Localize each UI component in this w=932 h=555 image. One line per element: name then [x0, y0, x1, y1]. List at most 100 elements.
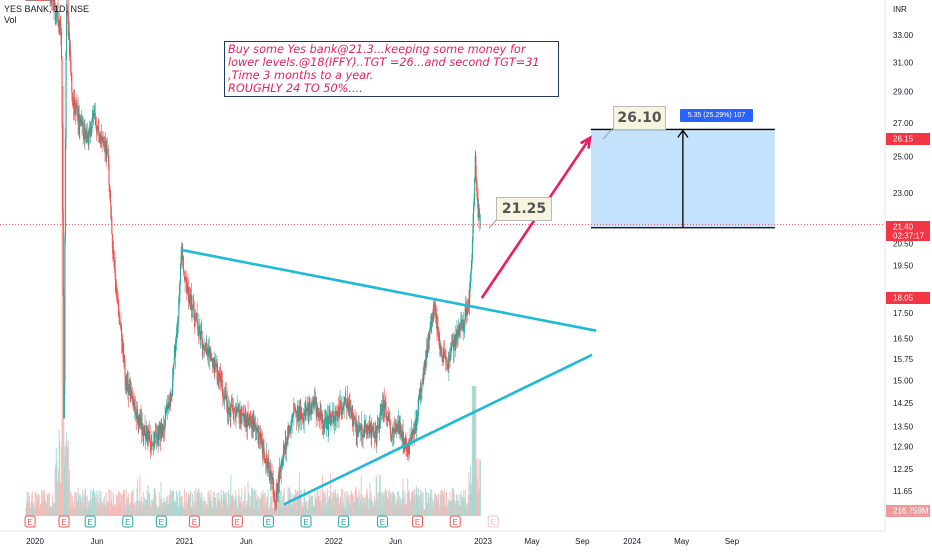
volume-bar — [284, 504, 286, 516]
target-price-tag[interactable]: 26.15 — [886, 133, 930, 145]
candle — [357, 434, 359, 437]
candle — [146, 428, 148, 441]
candle — [466, 304, 468, 316]
alt-price-tag[interactable]: 18.05 — [886, 292, 930, 304]
earnings-marker[interactable]: E — [449, 515, 461, 528]
volume-bar — [174, 502, 176, 516]
candle — [387, 418, 389, 420]
earnings-marker[interactable]: E — [412, 515, 424, 528]
volume-bar — [126, 503, 128, 516]
candle — [337, 406, 339, 417]
volume-bar — [229, 503, 231, 516]
volume-bar — [283, 488, 285, 516]
candle — [198, 325, 200, 332]
candle — [128, 384, 130, 395]
candle — [392, 428, 394, 434]
earnings-marker[interactable]: E — [188, 515, 200, 528]
candle — [81, 122, 83, 126]
candle — [130, 389, 132, 395]
volume-bar — [114, 503, 116, 516]
volume-bar — [53, 503, 55, 516]
candle — [66, 4, 68, 52]
volume-bar — [180, 506, 182, 516]
volume-bar — [416, 488, 418, 516]
entry-price-callout[interactable]: 21.25 — [496, 197, 552, 221]
candle — [430, 325, 432, 328]
candle — [466, 310, 468, 316]
volume-bar — [389, 493, 392, 516]
volume-bar — [427, 503, 429, 516]
x-tick-label: Jun — [389, 537, 402, 546]
candle — [98, 129, 100, 135]
candle — [153, 443, 155, 445]
chart-title[interactable]: YES BANK, 1D, NSE — [4, 4, 90, 14]
candle — [238, 409, 240, 413]
volume-bar — [253, 508, 255, 516]
volume-bar — [371, 498, 373, 516]
volume-bar — [268, 508, 270, 516]
lower-trendline[interactable] — [283, 353, 593, 506]
candle — [277, 475, 279, 491]
candle — [346, 407, 348, 408]
volume-bar — [336, 494, 338, 516]
earnings-marker[interactable]: E — [24, 515, 36, 528]
volume-bar — [44, 501, 47, 516]
earnings-marker[interactable]: E — [262, 515, 274, 528]
earnings-marker[interactable]: E — [376, 515, 388, 528]
volume-bar — [332, 495, 334, 516]
price-range-label[interactable]: 5.35 (25.29%) 107 — [680, 109, 753, 122]
candle — [137, 409, 139, 424]
candle — [169, 403, 171, 409]
volume-indicator-label[interactable]: Vol — [4, 15, 17, 25]
target-price-callout[interactable]: 26.10 — [613, 106, 666, 130]
volume-bar — [46, 494, 48, 516]
candle — [392, 428, 394, 433]
earnings-marker[interactable]: E — [58, 515, 70, 528]
candle — [258, 435, 260, 440]
earnings-marker[interactable]: E — [300, 515, 312, 528]
candle — [267, 459, 269, 470]
trade-note[interactable]: Buy some Yes bank@21.3...keeping some mo… — [224, 41, 559, 97]
volume-bar — [213, 497, 215, 516]
upper-trendline[interactable] — [181, 248, 597, 332]
earnings-marker[interactable]: E — [231, 515, 243, 528]
candle — [307, 407, 309, 409]
volume-bar — [211, 507, 213, 516]
candle — [102, 139, 104, 142]
volume-bar — [381, 491, 383, 516]
measure-arrow-head — [677, 129, 689, 138]
earnings-marker[interactable]: E — [487, 515, 499, 528]
earnings-marker[interactable]: E — [338, 515, 350, 528]
candle — [39, 0, 41, 1]
candle — [398, 420, 400, 434]
volume-bar — [172, 490, 174, 516]
candle — [185, 276, 187, 282]
candle — [443, 352, 445, 353]
candle — [56, 11, 58, 13]
volume-bar — [78, 496, 80, 516]
volume-bar — [167, 504, 169, 516]
candle — [166, 407, 168, 410]
earnings-marker[interactable]: E — [155, 515, 167, 528]
y-tick-label: 31.00 — [893, 58, 914, 67]
volume-tag[interactable]: 216.759M — [886, 505, 930, 517]
volume-bar — [376, 500, 378, 516]
volume-bar — [26, 491, 28, 516]
earnings-marker[interactable]: E — [122, 515, 134, 528]
earnings-marker[interactable]: E — [84, 515, 96, 528]
volume-bar — [139, 474, 141, 516]
volume-bar — [87, 508, 89, 516]
candle — [212, 358, 214, 367]
candle — [455, 336, 457, 341]
candle — [319, 412, 321, 419]
volume-bar — [143, 497, 146, 516]
volume-bar — [401, 504, 403, 516]
volume-bar — [103, 496, 105, 516]
volume-bar — [327, 501, 329, 516]
candle — [385, 415, 388, 420]
volume-bar — [474, 386, 476, 516]
volume-bar — [452, 490, 454, 516]
candle — [25, 0, 27, 1]
volume-bar — [254, 488, 256, 516]
